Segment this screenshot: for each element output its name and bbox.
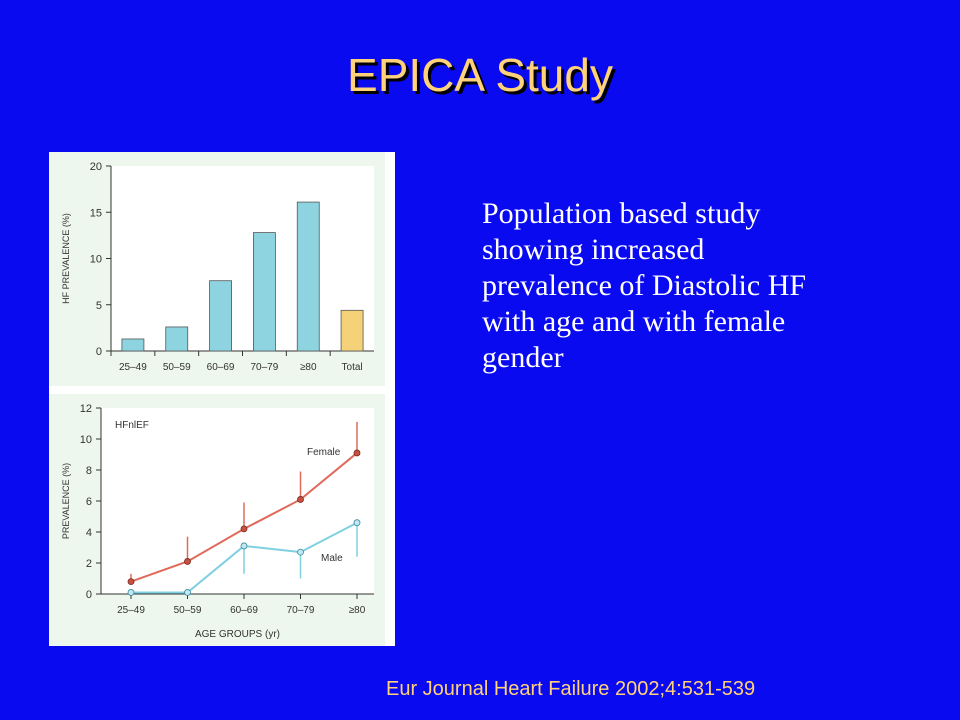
y-tick-label: 20 xyxy=(90,161,102,173)
x-tick-label: ≥80 xyxy=(349,605,366,616)
bar-chart: 0 5 10 15 20 HF PREVALENCE (%) 25–49 50–59 60–69… xyxy=(61,161,374,373)
y-tick-label: 8 xyxy=(86,465,92,477)
body-line: showing increased xyxy=(482,233,705,266)
x-tick-label: 70–79 xyxy=(287,605,315,616)
female-point xyxy=(297,496,304,503)
male-point xyxy=(297,548,304,556)
bar xyxy=(209,280,232,352)
y-tick-label: 5 xyxy=(96,300,102,312)
citation: Eur Journal Heart Failure 2002;4:531-539 xyxy=(386,678,756,700)
female-point xyxy=(184,558,191,565)
body-line: with age and with female xyxy=(482,305,786,338)
x-tick-label: 60–69 xyxy=(207,362,235,373)
male-series-label: Male xyxy=(321,553,343,564)
y-axis-label: HF PREVALENCE (%) xyxy=(61,213,71,304)
body-line: gender xyxy=(482,341,564,374)
y-tick-label: 15 xyxy=(90,207,102,219)
male-point xyxy=(127,589,135,596)
bar xyxy=(165,326,189,352)
male-point xyxy=(240,542,248,550)
line-chart-panel: 0 2 4 6 8 10 12 PREVALENCE (%) 25–49 50–59 60–69 70… xyxy=(49,394,385,646)
y-tick-label: 2 xyxy=(86,558,92,570)
female-point xyxy=(353,449,361,457)
female-point xyxy=(127,578,135,586)
body-line: Population based study xyxy=(482,197,761,230)
female-point xyxy=(240,525,248,533)
x-tick-label: ≥80 xyxy=(300,362,317,373)
body-text: Population based study showing increased… xyxy=(482,196,902,376)
y-tick-label: 6 xyxy=(86,496,92,508)
male-point xyxy=(184,589,191,596)
bar-chart-panel: 0 5 10 15 20 HF PREVALENCE (%) 25–49 50–59 60–69… xyxy=(49,152,385,386)
y-axis-label: PREVALENCE (%) xyxy=(61,463,71,539)
x-tick-label: Total xyxy=(342,362,363,373)
body-line: prevalence of Diastolic HF xyxy=(482,269,807,302)
x-axis-label: AGE GROUPS (yr) xyxy=(195,629,280,640)
y-tick-label: 10 xyxy=(80,434,92,446)
x-tick-label: 60–69 xyxy=(230,605,258,616)
male-point xyxy=(353,519,361,527)
line-chart: 0 2 4 6 8 10 12 PREVALENCE (%) 25–49 50–59 60–69 70… xyxy=(61,403,374,640)
y-tick-label: 0 xyxy=(96,346,102,358)
y-tick-label: 12 xyxy=(80,403,92,415)
plot-area xyxy=(101,408,374,594)
slide-title: EPICA Study xyxy=(347,49,613,101)
bar xyxy=(121,338,145,352)
bar xyxy=(340,309,364,352)
bar xyxy=(253,232,276,352)
chart-annotation: HFnlEF xyxy=(115,420,149,431)
x-tick-label: 50–59 xyxy=(163,362,191,373)
x-tick-label: 25–49 xyxy=(117,605,145,616)
plot-area xyxy=(111,166,374,351)
female-series-label: Female xyxy=(307,447,341,458)
y-tick-label: 0 xyxy=(86,589,92,601)
x-tick-label: 50–59 xyxy=(174,605,202,616)
figure-image: 0 5 10 15 20 HF PREVALENCE (%) 25–49 50–59 60–69… xyxy=(49,152,395,646)
figure-divider xyxy=(49,386,395,394)
y-tick-label: 4 xyxy=(86,527,92,539)
x-tick-label: 70–79 xyxy=(251,362,279,373)
x-tick-label: 25–49 xyxy=(119,362,147,373)
y-tick-label: 10 xyxy=(90,254,102,266)
bar xyxy=(296,201,320,352)
